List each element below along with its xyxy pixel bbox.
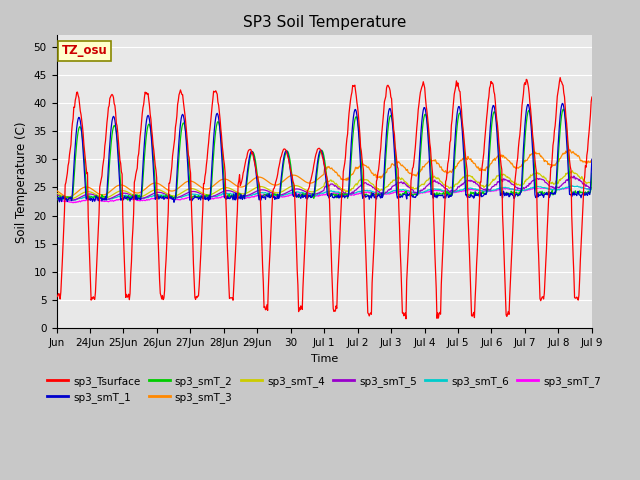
sp3_smT_1 <box>588 156 596 162</box>
sp3_Tsurface <box>52 291 60 297</box>
sp3_smT_1 <box>438 193 445 199</box>
sp3_smT_5 <box>438 182 445 188</box>
sp3_smT_2 <box>438 191 445 197</box>
sp3_smT_7 <box>129 196 136 202</box>
sp3_smT_6 <box>52 194 60 200</box>
sp3_smT_6 <box>67 197 74 203</box>
sp3_smT_6 <box>55 194 63 200</box>
sp3_smT_6 <box>129 194 136 200</box>
sp3_smT_3 <box>451 164 458 170</box>
sp3_smT_1 <box>302 195 310 201</box>
sp3_smT_7 <box>573 183 580 189</box>
sp3_smT_4 <box>302 187 310 193</box>
X-axis label: Time: Time <box>310 354 338 364</box>
Line: sp3_smT_5: sp3_smT_5 <box>56 176 592 200</box>
sp3_smT_1 <box>52 197 60 203</box>
sp3_smT_4 <box>129 192 136 197</box>
sp3_smT_4 <box>282 187 289 192</box>
sp3_smT_6 <box>588 186 596 192</box>
sp3_Tsurface <box>301 237 309 242</box>
sp3_smT_6 <box>282 191 289 197</box>
sp3_smT_2 <box>451 163 458 169</box>
sp3_smT_2 <box>52 195 60 201</box>
Line: sp3_Tsurface: sp3_Tsurface <box>56 78 592 319</box>
sp3_Tsurface <box>438 282 445 288</box>
Line: sp3_smT_2: sp3_smT_2 <box>56 109 592 200</box>
sp3_smT_7 <box>69 200 77 205</box>
sp3_smT_1 <box>127 196 135 202</box>
sp3_smT_1 <box>559 100 566 106</box>
sp3_smT_4 <box>52 191 60 196</box>
sp3_Tsurface <box>451 91 458 97</box>
sp3_smT_4 <box>588 180 596 185</box>
Line: sp3_smT_3: sp3_smT_3 <box>56 150 592 197</box>
sp3_Tsurface <box>588 94 596 100</box>
Line: sp3_smT_6: sp3_smT_6 <box>56 186 592 200</box>
sp3_smT_3 <box>64 194 72 200</box>
Title: SP3 Soil Temperature: SP3 Soil Temperature <box>243 15 406 30</box>
sp3_smT_7 <box>282 193 289 199</box>
sp3_smT_6 <box>451 189 458 195</box>
sp3_smT_2 <box>55 196 63 202</box>
sp3_smT_7 <box>52 198 60 204</box>
sp3_smT_4 <box>67 196 74 202</box>
sp3_smT_2 <box>282 150 289 156</box>
sp3_smT_1 <box>170 199 178 205</box>
sp3_Tsurface <box>556 75 564 81</box>
Line: sp3_smT_4: sp3_smT_4 <box>56 171 592 199</box>
sp3_smT_7 <box>588 186 596 192</box>
sp3_Tsurface <box>402 316 410 322</box>
sp3_smT_2 <box>124 197 132 203</box>
sp3_smT_3 <box>52 188 60 193</box>
sp3_Tsurface <box>127 259 135 264</box>
Y-axis label: Soil Temperature (C): Soil Temperature (C) <box>15 121 28 242</box>
sp3_smT_5 <box>55 192 63 198</box>
sp3_smT_1 <box>282 148 289 154</box>
sp3_smT_5 <box>282 190 289 196</box>
sp3_smT_4 <box>438 179 445 185</box>
sp3_smT_5 <box>302 189 310 195</box>
sp3_smT_5 <box>68 197 76 203</box>
sp3_smT_1 <box>55 195 63 201</box>
sp3_smT_2 <box>588 170 596 176</box>
sp3_smT_6 <box>438 187 445 193</box>
sp3_smT_7 <box>302 192 310 197</box>
sp3_smT_2 <box>559 107 567 112</box>
Line: sp3_smT_7: sp3_smT_7 <box>56 186 592 203</box>
sp3_smT_6 <box>568 183 576 189</box>
sp3_Tsurface <box>281 146 289 152</box>
sp3_smT_3 <box>282 176 289 182</box>
sp3_smT_2 <box>129 194 136 200</box>
sp3_smT_3 <box>588 157 596 163</box>
sp3_smT_7 <box>438 189 445 194</box>
sp3_smT_2 <box>302 192 310 197</box>
sp3_smT_3 <box>129 188 136 194</box>
sp3_smT_5 <box>451 188 458 194</box>
sp3_smT_4 <box>55 191 63 197</box>
Line: sp3_smT_1: sp3_smT_1 <box>56 103 592 202</box>
sp3_smT_3 <box>566 147 573 153</box>
Text: TZ_osu: TZ_osu <box>62 44 108 57</box>
sp3_smT_4 <box>568 168 576 174</box>
sp3_smT_3 <box>302 179 310 185</box>
sp3_smT_7 <box>55 198 63 204</box>
Legend: sp3_Tsurface, sp3_smT_1, sp3_smT_2, sp3_smT_3, sp3_smT_4, sp3_smT_5, sp3_smT_6, : sp3_Tsurface, sp3_smT_1, sp3_smT_2, sp3_… <box>43 372 605 407</box>
sp3_smT_3 <box>438 164 445 170</box>
sp3_smT_7 <box>451 190 458 195</box>
sp3_smT_5 <box>570 173 578 179</box>
sp3_smT_5 <box>52 192 60 198</box>
sp3_smT_6 <box>302 191 310 196</box>
sp3_smT_5 <box>129 193 136 199</box>
sp3_smT_1 <box>451 149 458 155</box>
sp3_Tsurface <box>55 291 63 297</box>
sp3_smT_5 <box>588 185 596 191</box>
sp3_smT_4 <box>451 184 458 190</box>
sp3_smT_3 <box>55 189 63 195</box>
